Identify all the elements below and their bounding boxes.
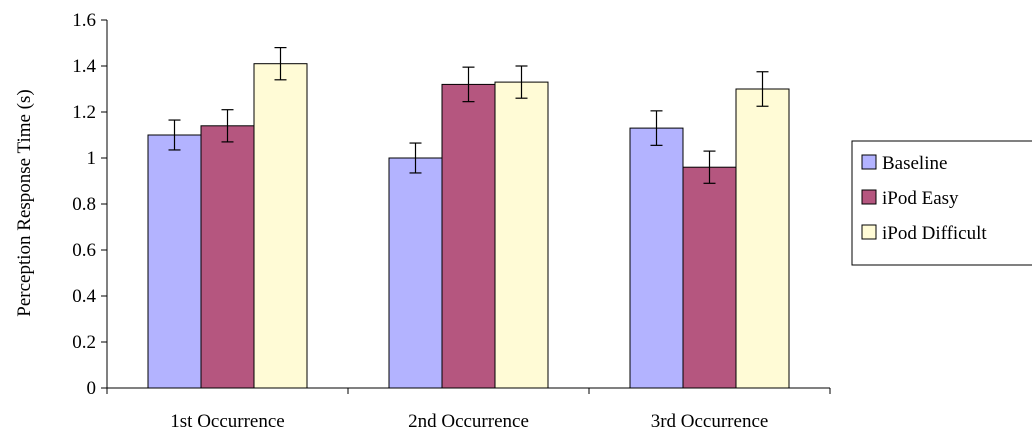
- error-bar: [756, 71, 769, 107]
- legend-label: iPod Easy: [882, 188, 959, 209]
- x-tick-label: 1st Occurrence: [170, 411, 284, 432]
- y-tick-label: 1: [87, 148, 97, 169]
- bar-baseline: [629, 127, 684, 389]
- y-axis-label: Perception Response Time (s): [14, 89, 35, 316]
- bar-ipod-difficult: [735, 88, 790, 389]
- y-tick-label: 1.6: [72, 10, 96, 31]
- legend-label: iPod Difficult: [882, 223, 987, 244]
- legend-label: Baseline: [882, 153, 947, 174]
- legend-swatch: [861, 189, 877, 205]
- x-axis-labels: 1st Occurrence 2nd Occurrence 3rd Occurren…: [170, 411, 768, 432]
- legend-swatch: [861, 154, 877, 170]
- error-bar: [221, 109, 234, 143]
- y-tick-label: 1.2: [72, 102, 96, 123]
- error-bar: [703, 150, 716, 184]
- bar-baseline: [147, 134, 202, 389]
- y-tick-label: 0: [87, 378, 97, 399]
- y-tick-label: 0.8: [72, 194, 96, 215]
- x-tick-label: 2nd Occurrence: [408, 411, 529, 432]
- bars: [147, 63, 790, 389]
- legend-item: iPod Easy: [861, 188, 959, 209]
- bar-ipod-difficult: [494, 81, 549, 389]
- error-bar: [515, 65, 528, 99]
- error-bars: [168, 46, 769, 184]
- bar-ipod-easy: [682, 166, 737, 389]
- y-tick-label: 1.4: [72, 56, 96, 77]
- bar-ipod-easy: [200, 125, 255, 389]
- y-tick-label: 0.6: [72, 240, 96, 261]
- x-axis-ticks: [106, 388, 831, 394]
- error-bar: [274, 46, 287, 81]
- legend-item: iPod Difficult: [861, 223, 987, 244]
- legend-swatch: [861, 224, 877, 240]
- bar-ipod-difficult: [253, 63, 308, 389]
- legend-item: Baseline: [861, 153, 947, 174]
- bar-baseline: [388, 157, 443, 389]
- y-tick-label: 0.2: [72, 332, 96, 353]
- error-bar: [409, 142, 422, 174]
- error-bar: [168, 119, 181, 151]
- error-bar: [650, 110, 663, 146]
- y-axis-ticks: 0 0.2 0.4 0.6 0.8 1 1.2 1.4 1.6: [72, 10, 107, 399]
- legend-box: [851, 140, 1032, 266]
- y-tick-label: 0.4: [72, 286, 96, 307]
- bar-ipod-easy: [441, 83, 496, 389]
- legend: Baseline iPod Easy iPod Difficult: [851, 140, 1032, 266]
- error-bar: [462, 66, 475, 103]
- x-tick-label: 3rd Occurrence: [651, 411, 769, 432]
